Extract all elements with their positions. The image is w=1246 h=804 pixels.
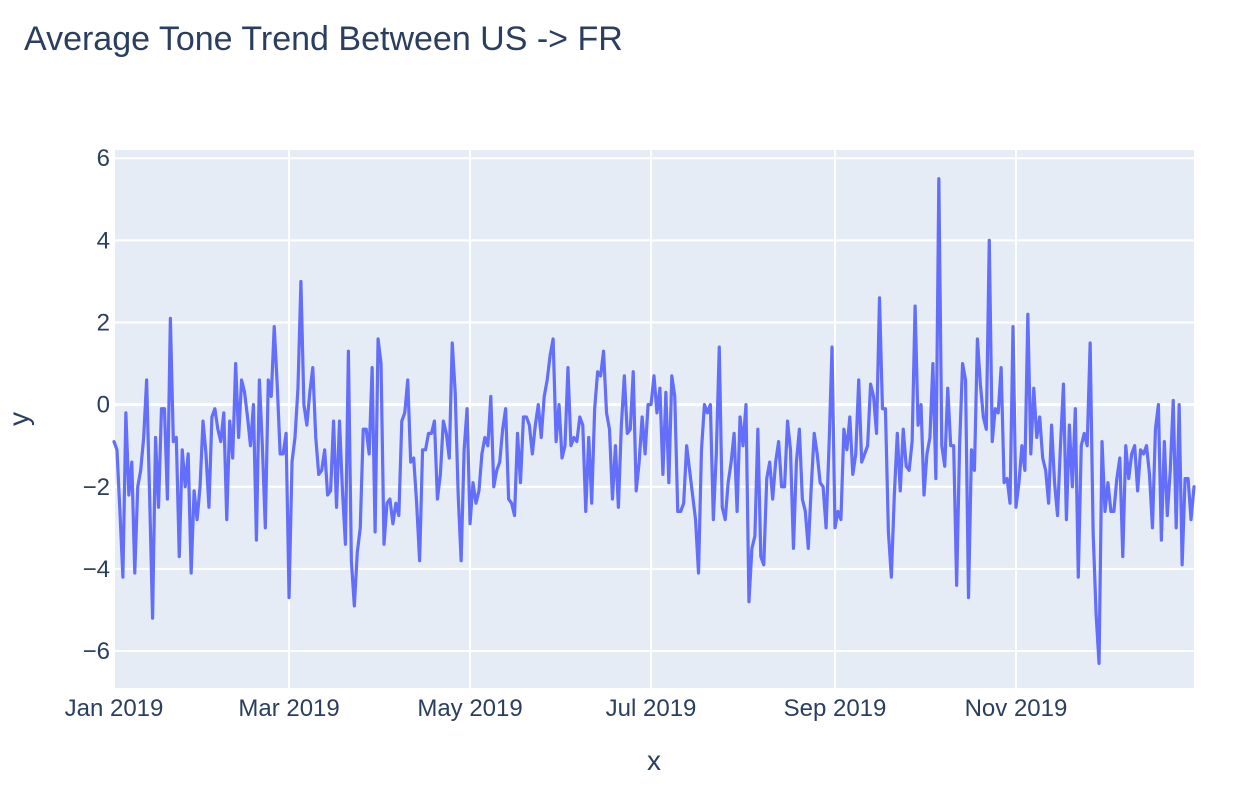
x-tick-label: Sep 2019 [784,695,887,722]
y-axis-title: y [3,412,34,426]
chart-title: Average Tone Trend Between US -> FR [24,20,623,58]
y-tick-labels: 6 4 2 0 −2 −4 −6 [83,145,110,665]
x-tick-label: May 2019 [417,695,522,722]
y-tick-label: −2 [83,474,110,501]
y-tick-label: 6 [97,145,110,172]
x-tick-labels: Jan 2019 Mar 2019 May 2019 Jul 2019 Sep 2019… [65,695,1068,722]
y-tick-label: 4 [97,227,110,254]
x-tick-label: Nov 2019 [965,695,1068,722]
y-tick-label: 2 [97,309,110,336]
y-tick-label: 0 [97,392,110,419]
x-tick-label: Jan 2019 [65,695,164,722]
series-line [112,177,1196,665]
y-tick-label: −6 [83,638,110,665]
x-tick-label: Mar 2019 [238,695,339,722]
x-tick-label: Jul 2019 [606,695,697,722]
y-tick-label: −4 [83,556,110,583]
series-layer [112,177,1196,665]
x-axis-title: x [647,745,661,776]
